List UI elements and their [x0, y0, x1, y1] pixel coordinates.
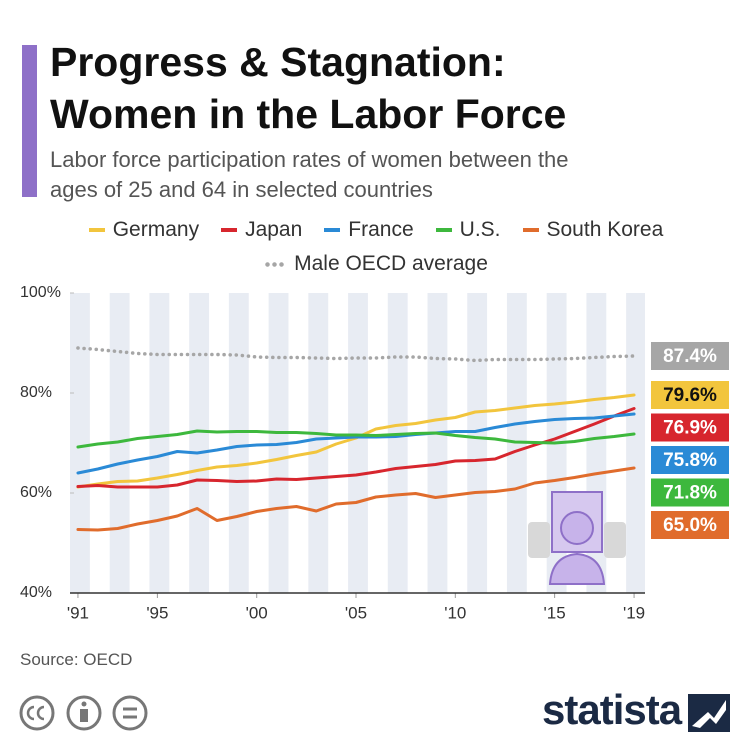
legend-label: Germany	[112, 218, 200, 241]
legend-swatch	[435, 228, 452, 232]
legend-swatch	[88, 228, 105, 232]
series-line	[76, 346, 636, 363]
chart-title: Progress & Stagnation: Women in the Labo…	[50, 39, 567, 137]
end-label-box	[651, 511, 729, 539]
series-line	[76, 466, 636, 532]
end-label-box	[651, 446, 729, 474]
series-line	[76, 412, 636, 475]
x-tick-label: '19	[623, 603, 645, 622]
legend-label: Male OECD average	[294, 252, 488, 275]
license-icons	[19, 695, 148, 731]
legend: Germany Japan France U.S. South Korea Male OE…	[31, 216, 721, 278]
legend-item: France	[324, 216, 414, 244]
y-tick-label: 80%	[20, 384, 52, 401]
x-tick-label: '10	[444, 603, 466, 622]
stripe	[467, 293, 488, 593]
stripe	[308, 293, 329, 593]
stripe	[70, 293, 90, 593]
stripe	[228, 293, 249, 593]
end-label: 76.9%	[663, 418, 717, 439]
legend-item: U.S.	[435, 216, 501, 244]
end-label: 71.8%	[663, 483, 717, 504]
legend-label: U.S.	[459, 218, 501, 241]
x-tick-label: '91	[67, 603, 89, 622]
stripe	[427, 293, 448, 593]
series-line	[76, 429, 636, 449]
legend-swatch	[264, 261, 287, 267]
accent-bar	[22, 45, 37, 197]
legend-item: Germany	[88, 216, 200, 244]
stripe	[348, 293, 368, 593]
y-tick-label: 100%	[20, 284, 61, 301]
legend-label: Japan	[245, 218, 303, 241]
end-label: 87.4%	[663, 346, 717, 367]
legend-item: South Korea	[522, 216, 664, 244]
stripe	[626, 293, 645, 593]
end-label: 75.8%	[663, 450, 717, 471]
x-tick-label: '05	[345, 603, 367, 622]
legend-label: South Korea	[546, 218, 664, 241]
y-tick-label: 40%	[20, 584, 52, 601]
y-tick-label: 60%	[20, 484, 52, 501]
end-label-box	[651, 381, 729, 409]
legend-swatch	[522, 228, 539, 232]
stripe	[189, 293, 210, 593]
x-tick-label: '15	[544, 603, 566, 622]
legend-label: France	[348, 218, 414, 241]
legend-swatch	[221, 228, 238, 232]
end-label-box	[651, 413, 729, 442]
end-label: 79.6%	[663, 385, 717, 406]
legend-item: Japan	[221, 216, 302, 244]
brand: statista	[542, 686, 682, 733]
brand-mark	[688, 694, 730, 732]
stripe	[387, 293, 408, 593]
chart-subtitle: Labor force participation rates of women…	[50, 147, 569, 202]
x-tick-label: '00	[246, 603, 268, 622]
end-label-box	[651, 478, 729, 507]
end-label-box	[651, 342, 729, 370]
x-tick-label: '95	[146, 603, 168, 622]
end-label: 65.0%	[663, 515, 717, 536]
legend-item: Male OECD average	[264, 250, 488, 278]
stripe	[149, 293, 170, 593]
source: Source: OECD	[20, 650, 133, 669]
illustration	[528, 491, 626, 585]
legend-swatch	[324, 228, 341, 232]
